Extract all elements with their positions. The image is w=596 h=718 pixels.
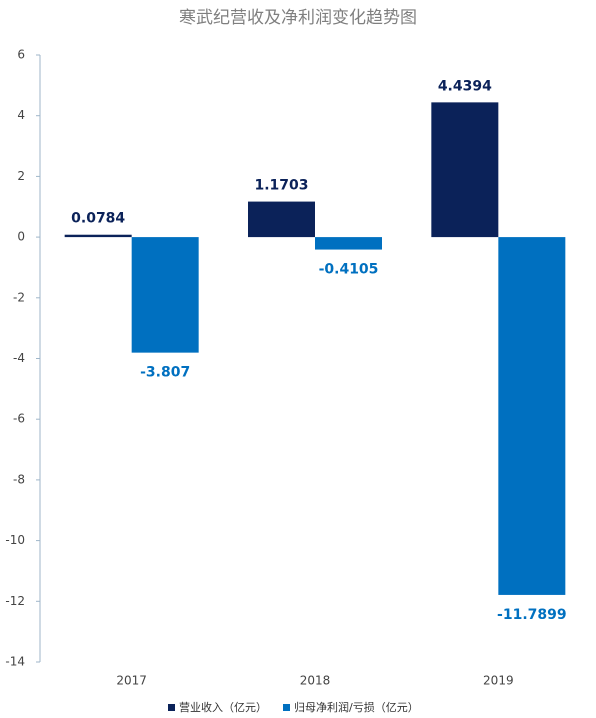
y-tick-label: 6 — [17, 48, 25, 62]
value-label: -11.7899 — [497, 607, 567, 623]
y-tick-label: -14 — [5, 655, 25, 669]
x-tick-label: 2018 — [300, 674, 331, 688]
legend-label: 营业收入（亿元） — [179, 700, 267, 714]
bar — [248, 201, 315, 238]
y-tick-label: -4 — [13, 351, 25, 365]
value-label: 0.0784 — [71, 211, 125, 227]
bar — [315, 237, 382, 250]
y-tick-label: -2 — [13, 290, 25, 304]
bar — [131, 237, 199, 353]
x-tick-label: 2019 — [483, 674, 514, 688]
bar — [431, 102, 499, 238]
bar — [64, 234, 132, 238]
value-label: 4.4394 — [438, 78, 492, 94]
legend-swatch — [283, 704, 290, 711]
y-tick-label: -10 — [5, 533, 25, 547]
x-tick-label: 2017 — [116, 674, 147, 688]
value-label: -0.4105 — [319, 262, 379, 278]
legend-swatch — [168, 704, 175, 711]
value-label: -3.807 — [140, 365, 190, 381]
y-tick-label: -12 — [5, 594, 25, 608]
y-tick-label: -6 — [13, 412, 25, 426]
y-tick-label: 4 — [17, 108, 25, 122]
chart-title: 寒武纪营收及净利润变化趋势图 — [179, 8, 417, 28]
value-label: 1.1703 — [254, 178, 308, 194]
y-tick-label: 2 — [17, 169, 25, 183]
y-tick-label: 0 — [17, 230, 25, 244]
legend-label: 归母净利润/亏损（亿元） — [294, 700, 419, 714]
bar — [498, 237, 566, 595]
y-tick-label: -8 — [13, 472, 25, 486]
